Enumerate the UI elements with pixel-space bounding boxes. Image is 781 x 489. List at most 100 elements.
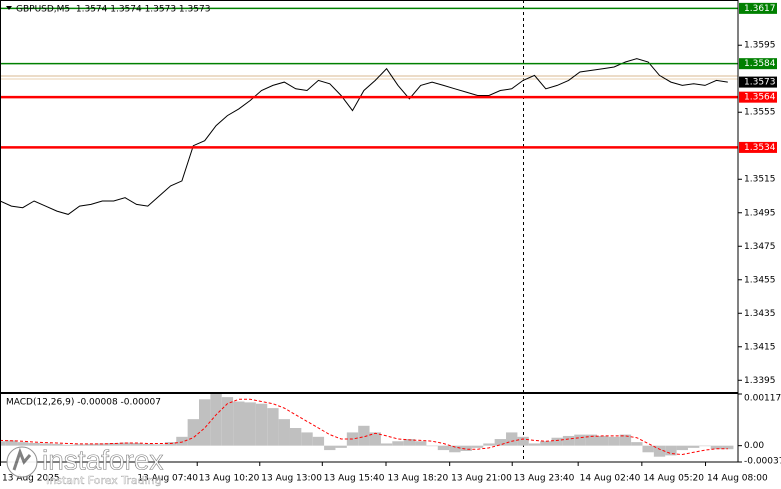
macd-bar — [722, 445, 734, 450]
x-tick-label: 13 Aug 18:20 — [387, 474, 448, 484]
macd-bar — [358, 425, 370, 446]
macd-bar — [710, 445, 723, 450]
level-label-box — [739, 2, 777, 14]
logo-mark — [12, 447, 32, 471]
macd-bar — [17, 442, 29, 446]
macd-bar — [0, 441, 6, 446]
macd-bar — [210, 394, 222, 446]
macd-bar — [437, 445, 450, 451]
macd-bar — [585, 434, 597, 446]
macd-bar — [255, 403, 268, 446]
level-label: 1.3617 — [744, 4, 776, 14]
x-tick-label: 14 Aug 05:20 — [643, 474, 704, 484]
macd-bar — [665, 445, 677, 456]
level-label-box — [739, 141, 777, 153]
x-tick-label: 13 Aug 15:40 — [324, 474, 385, 484]
macd-bar — [687, 445, 700, 448]
macd-bar — [244, 402, 256, 446]
macd-bar — [73, 444, 86, 446]
macd-bar — [483, 443, 495, 446]
level-label: 1.3564 — [744, 93, 776, 103]
macd-bar — [28, 443, 40, 446]
last-price-box — [739, 76, 777, 88]
macd-bar — [631, 442, 643, 446]
macd-bar — [335, 445, 347, 448]
y-tick-label: 1.3395 — [744, 376, 776, 386]
watermark: instaforex Instant Forex Trading — [6, 444, 164, 487]
y-tick-label: 0.00 — [744, 441, 764, 451]
macd-bar — [153, 444, 165, 446]
last-price-label: 1.3573 — [744, 78, 776, 88]
macd-bar — [130, 443, 143, 446]
x-tick-label: 13 Aug 07:40 — [137, 474, 198, 484]
macd-bar — [312, 436, 325, 446]
macd-panel-border — [0, 393, 739, 463]
macd-bar — [392, 441, 404, 446]
macd-bar — [574, 434, 586, 446]
macd-bar — [562, 435, 575, 446]
watermark-brand: instaforex — [42, 444, 163, 475]
main-panel-border — [0, 0, 739, 393]
y-tick-label: -0.00037 — [744, 457, 781, 467]
watermark-tagline: Instant Forex Trading — [46, 474, 162, 487]
level-label-box — [739, 58, 777, 70]
macd-bar — [699, 445, 711, 447]
macd-bar — [540, 441, 552, 446]
x-tick-label: 13 Aug 13:00 — [261, 474, 322, 484]
symbol-arrow — [6, 6, 12, 10]
macd-bar — [369, 432, 381, 446]
macd-bar — [108, 443, 120, 446]
x-tick-label: 14 Aug 02:40 — [580, 474, 641, 484]
macd-bar — [653, 445, 666, 457]
macd-bar — [608, 436, 620, 446]
macd-bar — [278, 419, 290, 446]
macd-bar — [471, 445, 484, 448]
macd-bar — [221, 397, 234, 446]
macd-bar — [517, 436, 529, 446]
macd-bar — [415, 441, 427, 446]
y-tick-label: 1.3495 — [744, 208, 776, 218]
y-tick-label: 1.3415 — [744, 342, 776, 352]
macd-bar — [619, 434, 632, 446]
y-tick-label: 0.00117 — [744, 394, 781, 404]
macd-bar — [642, 445, 654, 453]
x-tick-label: 13 Aug 21:00 — [451, 474, 512, 484]
macd-bar — [494, 439, 507, 446]
macd-bar — [426, 445, 438, 447]
x-tick-label: 14 Aug 08:00 — [707, 474, 768, 484]
level-label-box — [739, 91, 777, 103]
macd-bar — [233, 401, 245, 446]
macd-bar — [62, 444, 74, 446]
macd-bar — [85, 443, 97, 446]
macd-bar — [119, 442, 131, 446]
y-tick-label: 1.3555 — [744, 108, 776, 118]
macd-bar — [449, 445, 461, 453]
macd-bar — [267, 408, 279, 446]
macd-bar — [187, 419, 199, 446]
macd-bar — [380, 443, 393, 446]
price-line — [0, 58, 728, 215]
macd-bar — [301, 432, 313, 446]
macd-bar — [551, 437, 563, 446]
macd-bar — [289, 428, 302, 446]
y-tick-label: 1.3455 — [744, 275, 776, 285]
level-label: 1.3584 — [744, 59, 776, 69]
y-tick-label: 1.3435 — [744, 309, 776, 319]
macd-bar — [142, 443, 154, 446]
macd-bar — [403, 439, 416, 446]
macd-bar — [324, 445, 336, 451]
macd-bar — [596, 435, 609, 446]
macd-bar — [528, 443, 541, 446]
macd-bar — [460, 445, 472, 451]
signal-line — [0, 398, 728, 456]
x-tick-label: 13 Aug 23:40 — [514, 474, 575, 484]
plot-layer — [0, 7, 738, 457]
macd-bar — [176, 436, 188, 446]
macd-bar — [676, 445, 688, 451]
macd-bar — [51, 443, 63, 446]
macd-bar — [96, 443, 109, 446]
macd-bar — [506, 432, 518, 446]
